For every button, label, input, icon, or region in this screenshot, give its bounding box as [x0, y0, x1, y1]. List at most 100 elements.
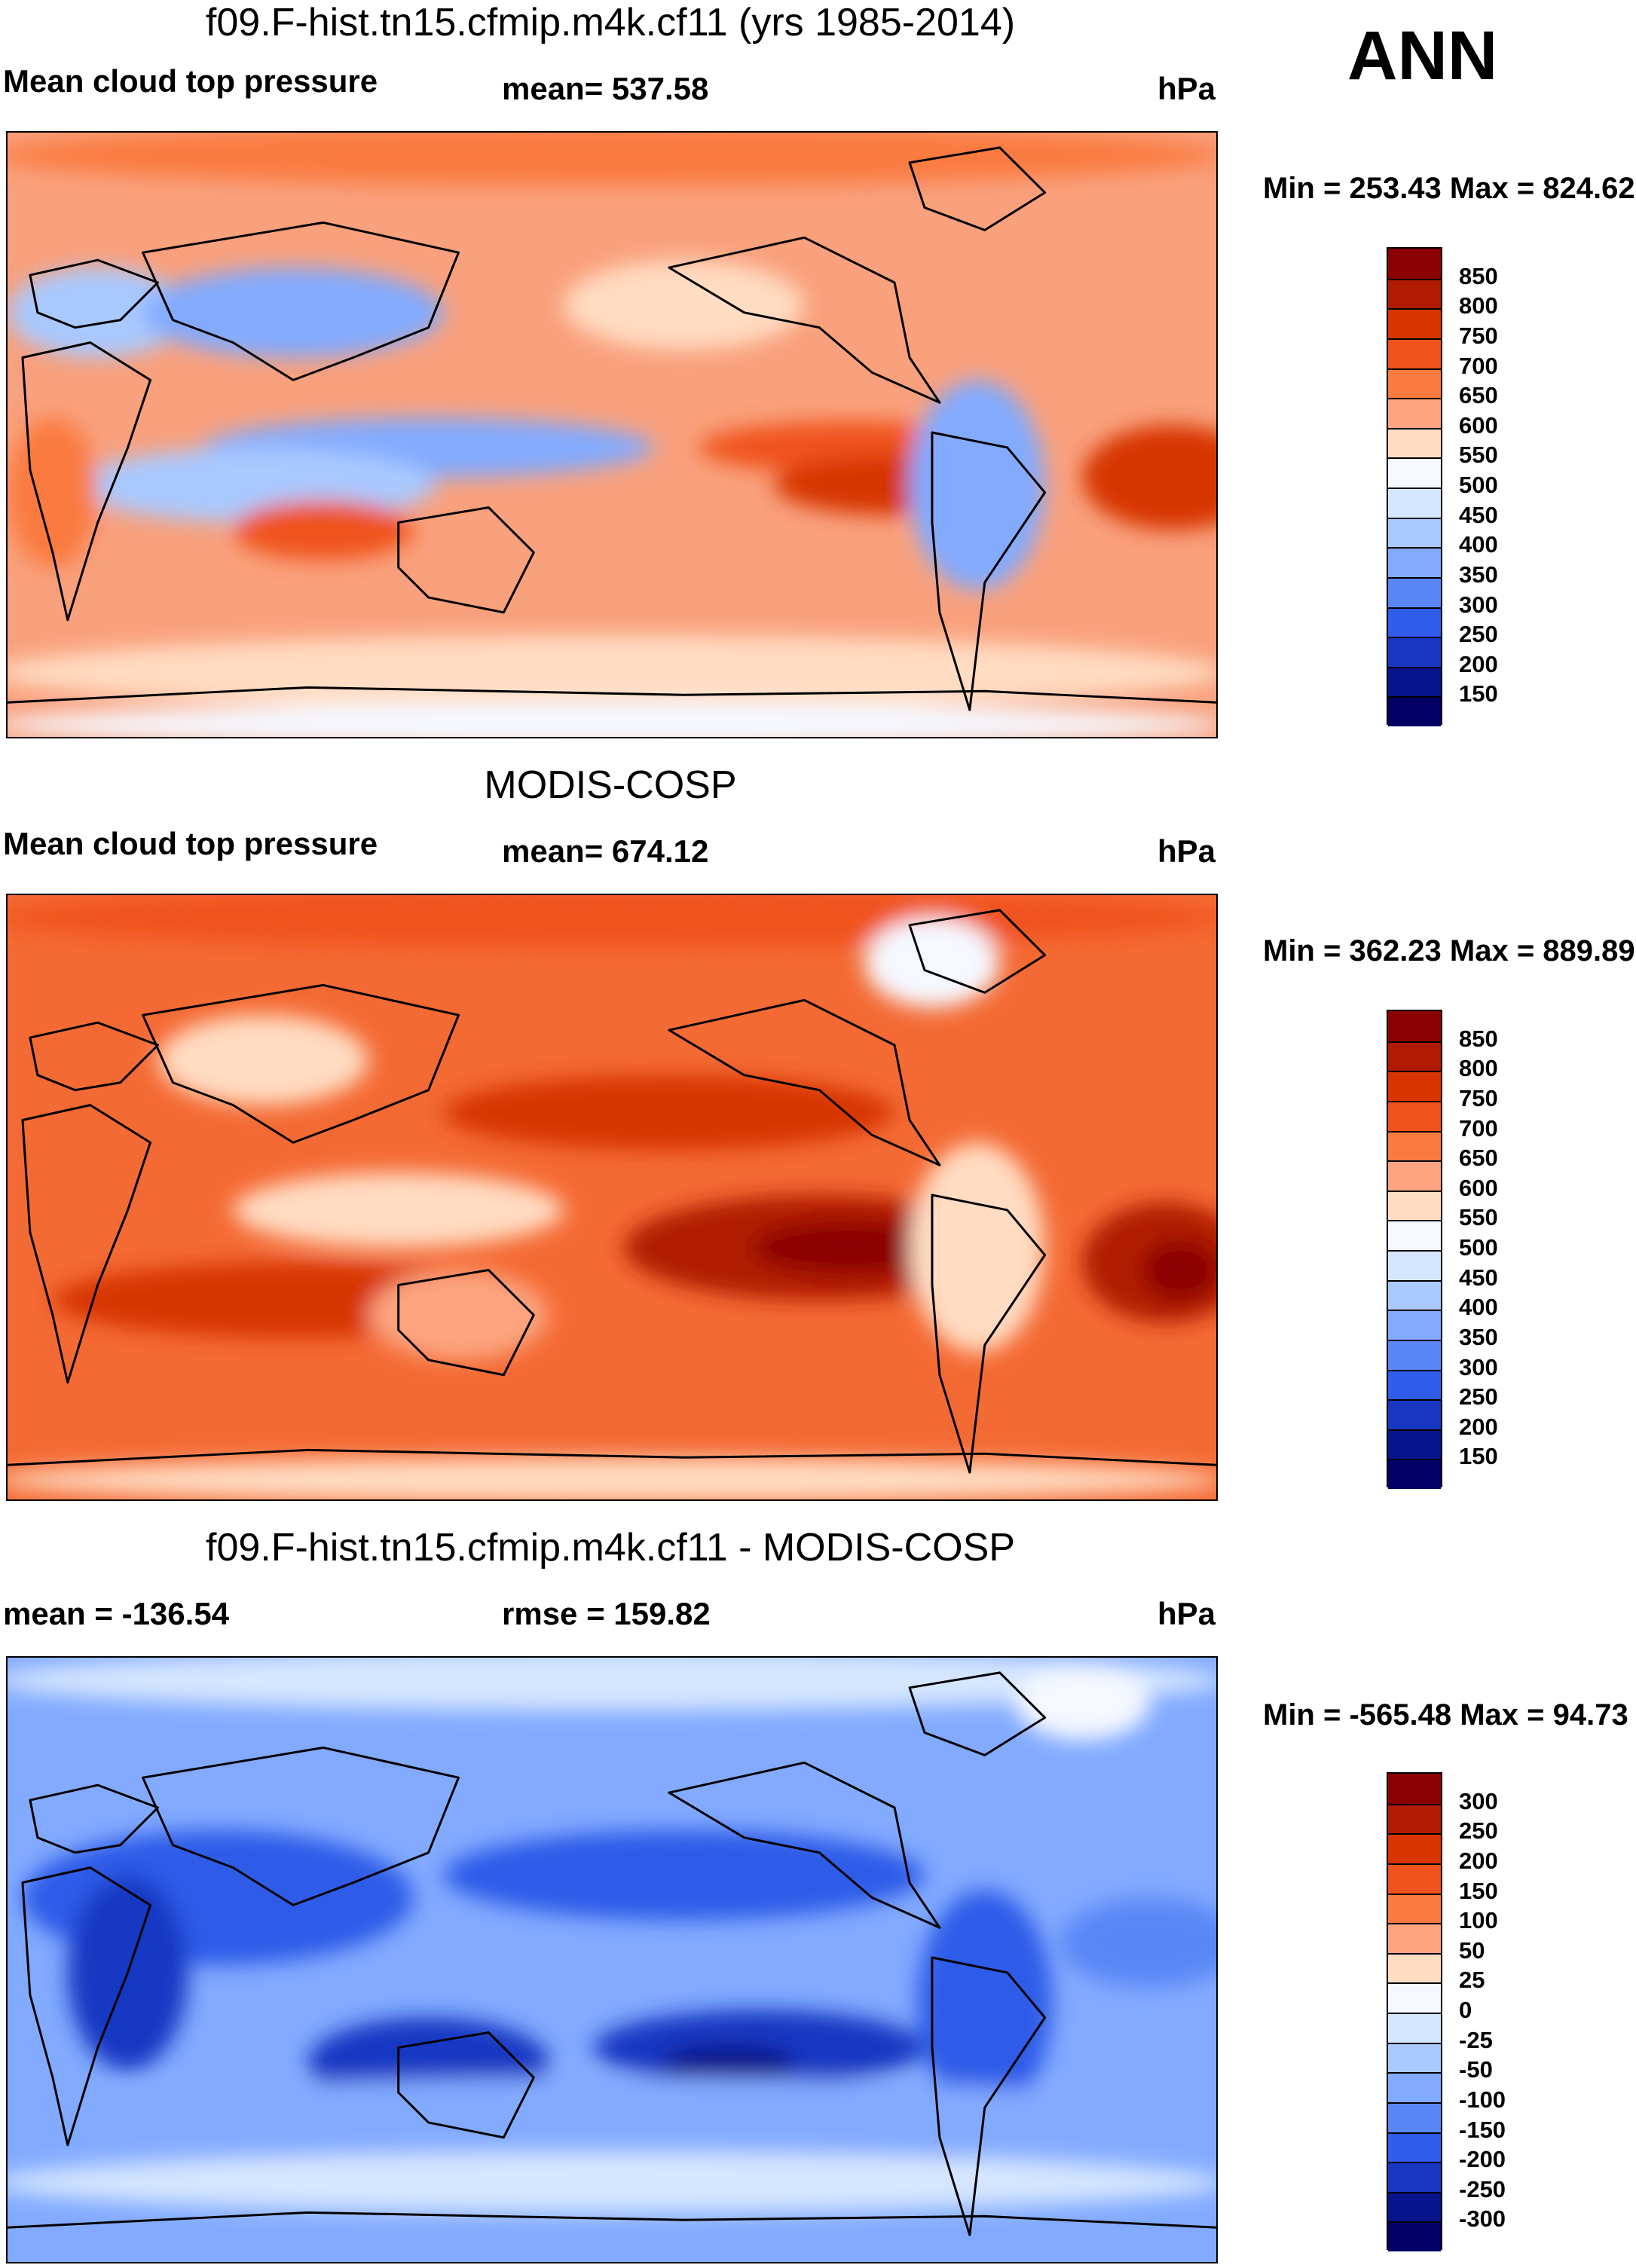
- colorbar-tick-label: 200: [1459, 1413, 1498, 1440]
- coastline: [8, 2211, 1216, 2229]
- colorbar-tick-label: 50: [1459, 1936, 1485, 1964]
- colorbar-swatch: [1388, 1279, 1441, 1310]
- colorbar-tick-label: 450: [1459, 501, 1498, 528]
- colorbar-tick-label: 700: [1459, 352, 1498, 379]
- colorbar-swatch: [1388, 517, 1441, 548]
- colorbar-swatch: [1388, 1429, 1441, 1460]
- contour-region-europe-low: [8, 267, 188, 358]
- colorbar-tick-label: 150: [1459, 680, 1498, 708]
- colorbar-tick-label: -100: [1459, 2086, 1506, 2113]
- colorbar-swatch: [1388, 1160, 1441, 1191]
- colorbar-swatch: [1388, 666, 1441, 697]
- colorbar-tick-label: 750: [1459, 1084, 1498, 1111]
- coastline: [908, 1671, 1047, 1756]
- colorbar-swatch: [1388, 398, 1441, 428]
- panel2-title: MODIS-COSP: [484, 763, 737, 807]
- colorbar-tick-label: -150: [1459, 2116, 1506, 2143]
- colorbar-tick-label: 400: [1459, 1294, 1498, 1321]
- contour-region-antarctic-band: [8, 2224, 1216, 2262]
- coastline: [142, 1746, 460, 1906]
- colorbar-swatch: [1388, 278, 1441, 309]
- colorbar-tick-label: 150: [1459, 1443, 1498, 1470]
- contour-region-arctic-band: [8, 1658, 1216, 1710]
- panel3-mean-label: mean = -136.54: [3, 1596, 230, 1631]
- colorbar-tick-label: -200: [1459, 2146, 1506, 2173]
- coastline: [931, 1956, 1047, 2236]
- coastline: [668, 1761, 941, 1929]
- contour-region-southern-ocean-band: [8, 2077, 1216, 2168]
- panel1-minmax-label: Min = 253.43 Max = 824.62: [1263, 172, 1635, 205]
- coastline: [8, 1448, 1216, 1466]
- colorbar-tick-label: 350: [1459, 1323, 1498, 1350]
- colorbar-swatch: [1388, 1041, 1441, 1071]
- panel3-title: f09.F-hist.tn15.cfmip.m4k.cf11 - MODIS-C…: [206, 1526, 1015, 1570]
- colorbar-tick-label: 250: [1459, 1817, 1498, 1845]
- colorbar-swatch: [1388, 488, 1441, 518]
- map-svg: [8, 1658, 1216, 2262]
- colorbar-swatch: [1388, 1803, 1441, 1834]
- colorbar-tick-label: 250: [1459, 621, 1498, 648]
- panel3-map: [6, 1656, 1218, 2263]
- colorbar-tick-label: 300: [1459, 1787, 1498, 1814]
- colorbar-swatch: [1388, 1071, 1441, 1101]
- contour-region-south-atlantic-core: [1142, 1239, 1216, 1301]
- colorbar-swatch: [1388, 249, 1441, 279]
- colorbar-tick-label: 850: [1459, 262, 1498, 289]
- contour-region-asia-low: [142, 267, 444, 358]
- panel2-colorbar: [1387, 1010, 1442, 1489]
- contour-region-australia-land: [368, 1270, 549, 1360]
- colorbar-swatch: [1388, 1190, 1441, 1221]
- contour-region-southern-ocean-band: [8, 634, 1216, 711]
- coastline: [908, 909, 1047, 994]
- panel1-title: f09.F-hist.tn15.cfmip.m4k.cf11 (yrs 1985…: [205, 1, 1016, 44]
- colorbar-tick-label: 250: [1459, 1383, 1498, 1411]
- colorbar-swatch: [1388, 1952, 1441, 1983]
- panel3-rmse-label: rmse = 159.82: [502, 1596, 711, 1631]
- contour-region-amazon-low: [910, 380, 1045, 590]
- colorbar-swatch: [1388, 1250, 1441, 1280]
- colorbar-tick-label: 500: [1459, 1234, 1498, 1261]
- colorbar-tick-label: -25: [1459, 2026, 1493, 2053]
- colorbar-tick-label: 850: [1459, 1025, 1498, 1052]
- contour-region-asia-region: [157, 1015, 368, 1105]
- colorbar-swatch: [1388, 427, 1441, 458]
- contour-region-greenland: [1014, 1664, 1151, 1741]
- coastline: [908, 146, 1047, 231]
- colorbar-tick-label: 650: [1459, 382, 1498, 409]
- contour-region-antarctic-band: [8, 702, 1216, 737]
- colorbar-swatch: [1388, 1130, 1441, 1161]
- colorbar-swatch: [1388, 1863, 1441, 1894]
- contour-region-north-pacific-band: [443, 1829, 925, 1921]
- map-svg: [8, 895, 1216, 1499]
- colorbar-swatch: [1388, 1459, 1441, 1489]
- colorbar-tick-label: 750: [1459, 322, 1498, 349]
- colorbar-tick-label: 700: [1459, 1114, 1498, 1142]
- contour-region-greenland: [864, 917, 1000, 1008]
- coastline: [142, 983, 460, 1144]
- panel2-mean-label: mean= 674.12: [502, 833, 709, 869]
- panel1-mean-label: mean= 537.58: [502, 71, 709, 106]
- colorbar-tick-label: 0: [1459, 1997, 1472, 2023]
- map-svg: [8, 133, 1216, 737]
- panel1-variable-label: Mean cloud top pressure: [3, 63, 378, 99]
- colorbar-swatch: [1388, 457, 1441, 488]
- colorbar-swatch: [1388, 2013, 1441, 2043]
- colorbar-swatch: [1388, 308, 1441, 338]
- colorbar-swatch: [1388, 1369, 1441, 1400]
- colorbar-swatch: [1388, 1893, 1441, 1924]
- colorbar-swatch: [1388, 1399, 1441, 1429]
- coastline: [142, 221, 460, 381]
- colorbar-swatch: [1388, 1339, 1441, 1370]
- contour-region-arctic-band: [8, 133, 1216, 185]
- coastline: [21, 1866, 152, 2147]
- contour-region-west-africa-coast: [8, 417, 98, 568]
- colorbar-swatch: [1388, 2042, 1441, 2073]
- coastline: [668, 236, 941, 404]
- coastline: [397, 2031, 535, 2139]
- colorbar-swatch: [1388, 2221, 1441, 2251]
- contour-region-atlantic-band: [1060, 1897, 1216, 1988]
- contour-region-south-pacific-core: [661, 2043, 797, 2082]
- contour-region-namibia-stratocumulus: [1082, 425, 1216, 530]
- coastline: [931, 431, 1047, 711]
- colorbar-tick-label: 800: [1459, 292, 1498, 319]
